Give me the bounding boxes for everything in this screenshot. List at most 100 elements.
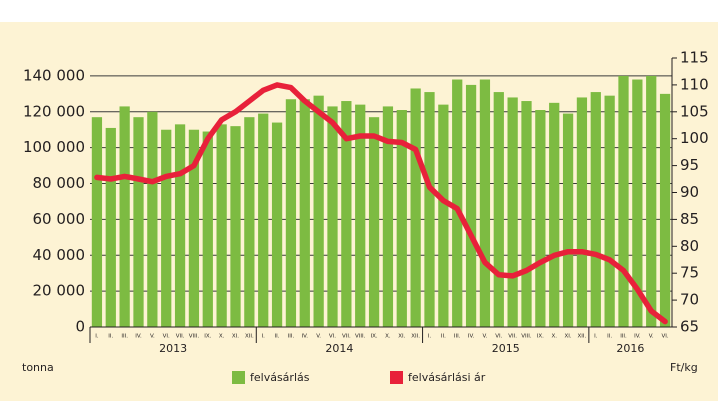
bar [258, 113, 269, 328]
y2-tick-label: 95 [680, 156, 699, 174]
bar [438, 104, 449, 327]
x-tick-label: IV. [135, 334, 142, 340]
y-tick-label: 100 000 [23, 138, 85, 156]
x-tick-label: VII. [508, 334, 517, 340]
y-tick-label: 80 000 [33, 174, 86, 192]
y2-tick-label: 70 [680, 291, 699, 309]
bar [562, 113, 574, 328]
legend-label: felvásárlási ár [408, 371, 486, 384]
bar [452, 79, 463, 328]
y2-tick-label: 105 [680, 102, 709, 120]
bar [604, 95, 615, 327]
y-tick-label: 140 000 [23, 66, 85, 84]
x-tick-label: II. [275, 334, 280, 340]
y2-tick-label: 100 [680, 129, 709, 147]
x-tick-label: X. [551, 334, 557, 340]
x-tick-label: IX. [204, 334, 211, 340]
y2-tick-label: 85 [680, 210, 699, 228]
x-tick-label: XI. [398, 334, 405, 340]
y-axis-label: tonna [22, 361, 54, 374]
bar [271, 122, 283, 327]
x-tick-label: VIII. [521, 334, 532, 340]
x-tick-label: XI. [565, 334, 572, 340]
x-tick-label: XI. [232, 334, 239, 340]
bar [576, 97, 588, 327]
x-tick-label: II. [108, 334, 113, 340]
x-tick-label: VII. [176, 334, 185, 340]
bar [632, 79, 643, 328]
x-tick-label: X. [385, 334, 391, 340]
y2-tick-label: 65 [680, 318, 699, 336]
y2-tick-label: 115 [680, 49, 709, 67]
bar [382, 106, 394, 327]
bar [507, 97, 518, 327]
bar [230, 126, 241, 327]
x-tick-label: III. [620, 334, 627, 340]
y2-tick-label: 80 [680, 237, 699, 255]
x-tick-label: V. [150, 334, 155, 340]
bar [479, 79, 491, 328]
x-tick-label: I. [95, 334, 99, 340]
bar [410, 88, 421, 327]
bar [91, 117, 103, 328]
line [94, 82, 668, 325]
bar [535, 110, 546, 327]
bar [216, 124, 227, 327]
x-tick-label: V. [483, 334, 488, 340]
legend-swatch [390, 371, 403, 384]
year-label: 2016 [616, 342, 644, 355]
x-tick-label: VI. [329, 334, 336, 340]
x-tick-label: IV. [302, 334, 309, 340]
y-tick-label: 40 000 [33, 246, 86, 264]
legend-label: felvásárlás [250, 371, 310, 384]
x-tick-label: IV. [634, 334, 641, 340]
x-tick-label: VI. [163, 334, 170, 340]
bar [549, 102, 560, 327]
y-tick-label: 60 000 [33, 210, 86, 228]
bar [521, 101, 532, 327]
bar [285, 99, 297, 327]
legend-swatch [232, 371, 245, 384]
bar [133, 117, 144, 328]
bar [299, 99, 310, 327]
bar [493, 92, 504, 327]
y2-tick-label: 75 [680, 264, 699, 282]
x-tick-label: XII. [411, 334, 420, 340]
bar [590, 92, 601, 327]
x-tick-label: VIII. [189, 334, 200, 340]
x-tick-label: XII. [578, 334, 587, 340]
x-tick-label: VI. [662, 334, 669, 340]
x-tick-label: IX. [537, 334, 544, 340]
bar [659, 93, 671, 327]
x-tick-label: I. [262, 334, 266, 340]
year-label: 2015 [492, 342, 520, 355]
bar [618, 75, 629, 327]
bar [174, 124, 186, 327]
bar [161, 129, 172, 327]
y2-axis-label: Ft/kg [670, 361, 698, 374]
x-tick-label: V. [316, 334, 321, 340]
bar [105, 127, 116, 327]
x-tick-label: II. [441, 334, 446, 340]
bar [646, 75, 657, 327]
x-tick-label: IX. [371, 334, 378, 340]
bar [465, 84, 477, 328]
bar [188, 129, 200, 327]
bar [313, 95, 324, 327]
year-label: 2014 [325, 342, 353, 355]
y-tick-label: 20 000 [33, 282, 86, 300]
x-tick-label: X. [219, 334, 225, 340]
x-tick-label: III. [454, 334, 461, 340]
x-tick-label: I. [594, 334, 598, 340]
bar [424, 92, 435, 327]
bar [396, 110, 407, 327]
x-tick-label: III. [121, 334, 128, 340]
bar [327, 106, 338, 327]
x-tick-label: IV. [468, 334, 475, 340]
x-tick-label: VII. [342, 334, 351, 340]
bar [341, 101, 352, 327]
x-tick-label: I. [428, 334, 432, 340]
bar [119, 106, 130, 327]
x-tick-label: V. [649, 334, 654, 340]
